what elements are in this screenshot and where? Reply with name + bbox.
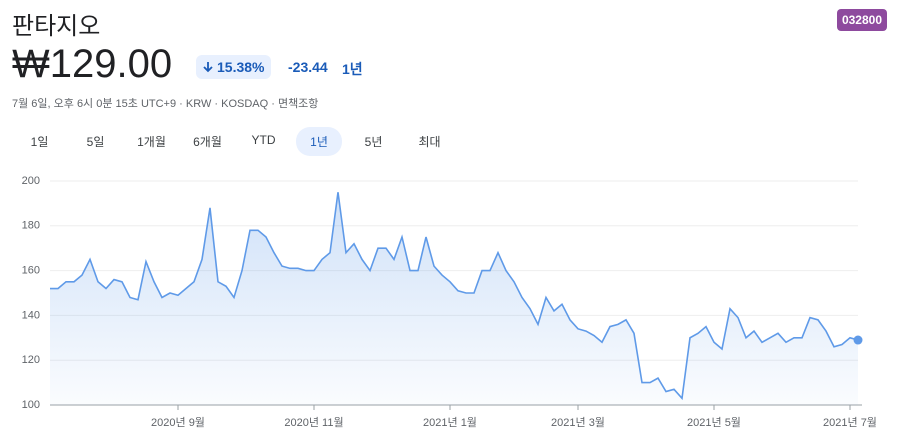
stock-title: 판타지오 [12,13,101,40]
price: ₩129.00 [12,42,173,86]
change-period: 1년 [342,61,363,77]
down-arrow [203,62,213,73]
y-tick-label: 120 [22,354,40,366]
range-tab[interactable]: 1일 [30,135,49,149]
range-tab[interactable]: 5일 [86,135,105,149]
end-dot [853,335,863,345]
range-tab[interactable]: 6개월 [193,135,222,149]
y-tick-label: 140 [22,309,40,321]
change-amount: -23.44 [288,59,328,75]
range-tab[interactable]: 1개월 [137,135,166,149]
range-tab[interactable]: YTD [251,133,276,147]
ticker-badge[interactable]: 032800 [836,9,887,31]
range-tabs: 1일 5일 1개월 6개월 YTD 1년 5년 최대 [12,127,458,156]
y-tick-label: 180 [22,220,40,232]
area-fill [50,192,858,405]
y-tick-label: 200 [22,175,40,187]
x-tick-label: 2020년 9월 [151,416,205,429]
range-tab[interactable]: 5년 [364,135,383,149]
x-tick-label: 2020년 11월 [284,416,343,429]
x-tick-label: 2021년 1월 [423,416,477,429]
x-tick-label: 2021년 5월 [687,416,741,429]
range-tab[interactable]: 최대 [418,135,441,149]
price-line [50,192,859,401]
info-line: 7월 6일, 오후 6시 0분 15초 UTC+9 · KRW · KOSDAQ… [12,98,319,110]
y-tick-label: 160 [22,265,40,277]
y-tick-label: 100 [22,399,40,411]
range-tab[interactable]: 1년 [296,127,342,156]
x-tick-label: 2021년 3월 [551,416,605,429]
change-badge: 15.38% [196,55,272,79]
change-percent: 15.38% [217,59,265,75]
x-tick-label: 2021년 7월 [823,416,877,429]
